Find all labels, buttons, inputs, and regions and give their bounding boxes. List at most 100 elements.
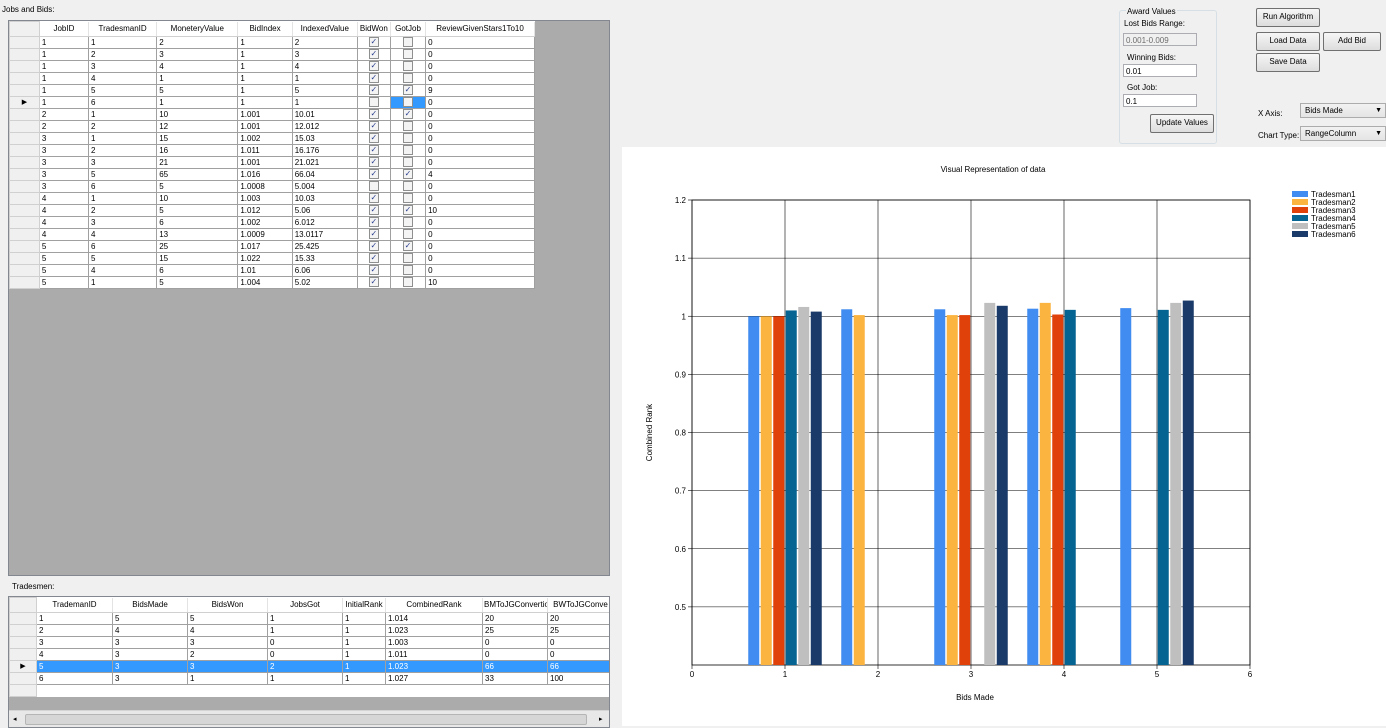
- table-cell[interactable]: 1: [38, 84, 89, 97]
- table-cell[interactable]: 6: [87, 96, 158, 109]
- table-cell[interactable]: 0: [267, 636, 343, 649]
- table-cell[interactable]: 5: [38, 240, 89, 253]
- jobs-column-header[interactable]: ReviewGivenStars1To10: [425, 21, 535, 37]
- table-cell[interactable]: 1.001: [237, 120, 293, 133]
- row-header[interactable]: [9, 216, 40, 229]
- got-job-checkbox[interactable]: [402, 229, 413, 240]
- got-job-checkbox[interactable]: [402, 49, 413, 60]
- table-cell[interactable]: 5: [87, 252, 158, 265]
- table-cell[interactable]: 5: [87, 84, 158, 97]
- bid-won-checkbox[interactable]: ✓: [368, 133, 379, 144]
- table-cell[interactable]: 0: [425, 96, 535, 109]
- bid-won-checkbox[interactable]: ✓: [368, 121, 379, 132]
- got-job-checkbox-cell[interactable]: ✓: [389, 240, 427, 253]
- got-job-checkbox[interactable]: [402, 133, 413, 144]
- table-cell[interactable]: 0: [482, 636, 548, 649]
- bid-won-checkbox-cell[interactable]: ✓: [356, 48, 391, 61]
- table-cell[interactable]: 6: [156, 264, 239, 277]
- table-cell[interactable]: 1: [38, 36, 89, 49]
- table-cell[interactable]: 0: [425, 72, 535, 85]
- got-job-checkbox-cell[interactable]: ✓: [389, 108, 427, 121]
- table-cell[interactable]: 2: [87, 204, 158, 217]
- x-axis-select[interactable]: Bids Made ▼: [1300, 103, 1386, 118]
- table-cell[interactable]: 0: [425, 120, 535, 133]
- got-job-checkbox[interactable]: [402, 121, 413, 132]
- row-header[interactable]: [9, 72, 40, 85]
- got-job-checkbox-cell[interactable]: ✓: [389, 84, 427, 97]
- bid-won-checkbox-cell[interactable]: ✓: [356, 204, 391, 217]
- jobs-column-header[interactable]: BidIndex: [237, 21, 293, 37]
- bid-won-checkbox-cell[interactable]: ✓: [356, 72, 391, 85]
- bid-won-checkbox-cell[interactable]: ✓: [356, 252, 391, 265]
- run-algorithm-button[interactable]: Run Algorithm: [1256, 8, 1320, 27]
- table-cell[interactable]: 1: [87, 192, 158, 205]
- table-cell[interactable]: 1: [36, 612, 113, 625]
- table-cell[interactable]: 1: [237, 36, 293, 49]
- scroll-thumb[interactable]: [25, 714, 587, 725]
- got-job-checkbox[interactable]: [402, 37, 413, 48]
- table-cell[interactable]: 3: [87, 60, 158, 73]
- row-header[interactable]: [9, 204, 40, 217]
- table-row[interactable]: 5 1 5 1.004 5.02 ✓ 10: [9, 276, 535, 289]
- scroll-left-icon[interactable]: ◂: [13, 716, 17, 723]
- table-cell[interactable]: 2: [187, 648, 268, 661]
- table-row[interactable]: 1 2 3 1 3 ✓ 0: [9, 48, 535, 61]
- got-job-checkbox-cell[interactable]: [389, 264, 427, 277]
- table-cell[interactable]: 10: [156, 192, 239, 205]
- chart-type-select[interactable]: RangeColumn ▼: [1300, 126, 1386, 141]
- bid-won-checkbox-cell[interactable]: ✓: [356, 264, 391, 277]
- table-cell[interactable]: 20: [547, 612, 609, 625]
- table-cell[interactable]: 5: [112, 612, 188, 625]
- table-cell[interactable]: 1: [38, 72, 89, 85]
- table-cell[interactable]: 10.03: [291, 192, 358, 205]
- table-cell[interactable]: 5: [156, 84, 239, 97]
- tradesmen-column-header[interactable]: CombinedRank: [385, 597, 483, 613]
- load-data-button[interactable]: Load Data: [1256, 32, 1320, 51]
- table-cell[interactable]: 6: [87, 180, 158, 193]
- tradesmen-grid[interactable]: TrademanID BidsMade BidsWon JobsGot InitialR…: [8, 596, 610, 728]
- table-cell[interactable]: 1.016: [237, 168, 293, 181]
- row-header[interactable]: [9, 48, 40, 61]
- bid-won-checkbox[interactable]: ✓: [368, 73, 379, 84]
- got-job-checkbox[interactable]: ✓: [402, 205, 413, 216]
- got-job-checkbox[interactable]: [402, 97, 413, 108]
- row-header[interactable]: [9, 672, 37, 685]
- row-header[interactable]: [9, 228, 40, 241]
- table-cell[interactable]: 2: [267, 660, 343, 673]
- got-job-checkbox[interactable]: [402, 265, 413, 276]
- save-data-button[interactable]: Save Data: [1256, 53, 1320, 72]
- bid-won-checkbox[interactable]: ✓: [368, 157, 379, 168]
- got-job-checkbox[interactable]: [402, 277, 413, 288]
- table-row[interactable]: 3 5 65 1.016 66.04 ✓ ✓ 4: [9, 168, 535, 181]
- jobs-grid[interactable]: JobID TradesmanID MoneteryValue BidIndex Ind…: [8, 20, 610, 576]
- table-cell[interactable]: 3: [38, 180, 89, 193]
- table-cell[interactable]: 5: [291, 84, 358, 97]
- bid-won-checkbox-cell[interactable]: ✓: [356, 84, 391, 97]
- got-job-checkbox[interactable]: [402, 145, 413, 156]
- table-row[interactable]: 1 1 2 1 2 ✓ 0: [9, 36, 535, 49]
- table-cell[interactable]: 66.04: [291, 168, 358, 181]
- table-row[interactable]: 4 3 2 0 1 1.011 0 0: [9, 648, 609, 661]
- got-job-checkbox-cell[interactable]: [389, 48, 427, 61]
- table-cell[interactable]: 3: [156, 48, 239, 61]
- table-cell[interactable]: 1: [342, 648, 386, 661]
- bid-won-checkbox-cell[interactable]: ✓: [356, 36, 391, 49]
- table-cell[interactable]: 1: [267, 672, 343, 685]
- table-cell[interactable]: 4: [38, 192, 89, 205]
- add-bid-button[interactable]: Add Bid: [1323, 32, 1381, 51]
- table-cell[interactable]: 1: [237, 48, 293, 61]
- table-cell[interactable]: 15.03: [291, 132, 358, 145]
- got-job-checkbox-cell[interactable]: ✓: [389, 168, 427, 181]
- table-cell[interactable]: 1.01: [237, 264, 293, 277]
- row-header[interactable]: [9, 240, 40, 253]
- scroll-right-icon[interactable]: ▸: [599, 716, 603, 723]
- update-values-button[interactable]: Update Values: [1150, 114, 1214, 133]
- table-cell[interactable]: 0: [425, 264, 535, 277]
- bid-won-checkbox[interactable]: ✓: [368, 193, 379, 204]
- bid-won-checkbox-cell[interactable]: ✓: [356, 108, 391, 121]
- row-header[interactable]: [9, 168, 40, 181]
- tradesmen-column-header[interactable]: BidsMade: [112, 597, 188, 613]
- got-job-field[interactable]: 0.1: [1123, 94, 1197, 107]
- table-cell[interactable]: 4: [36, 648, 113, 661]
- table-cell[interactable]: 1: [291, 72, 358, 85]
